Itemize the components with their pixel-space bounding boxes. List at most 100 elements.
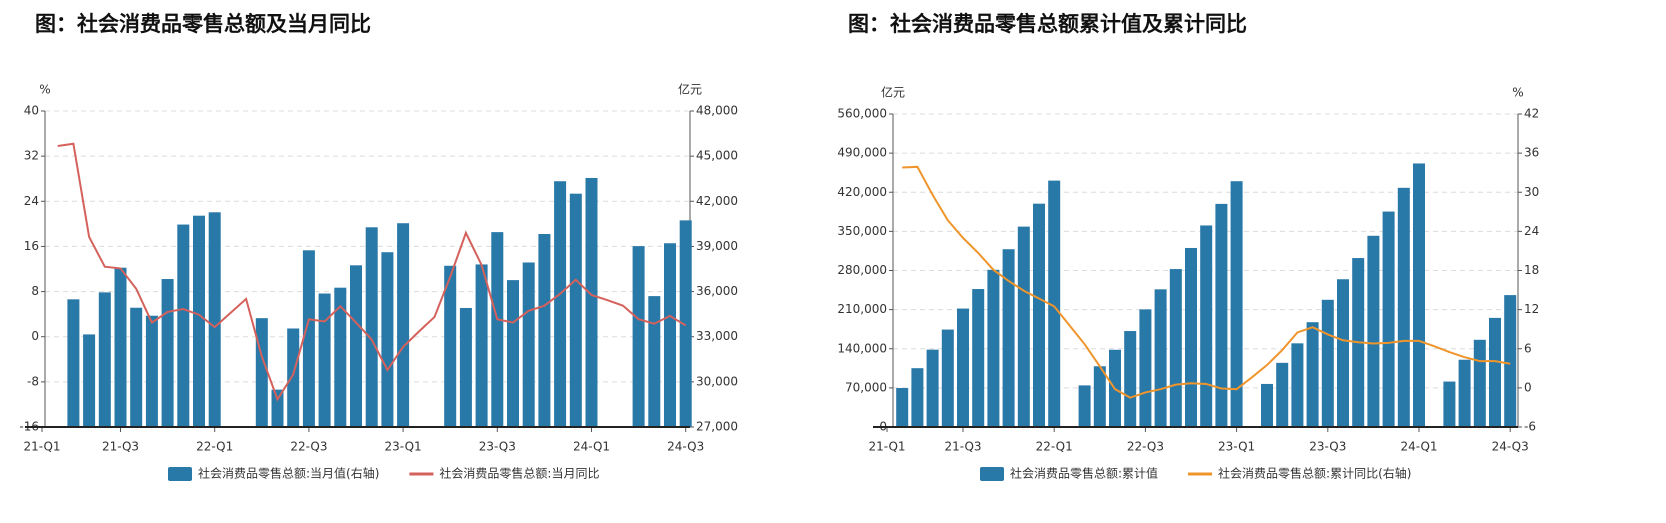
bar [318,293,331,427]
bar [1397,187,1410,427]
y-tick-label: 210,000 [837,302,887,316]
bar [896,388,909,427]
y-tick-label: 420,000 [837,185,887,199]
bar [1185,247,1197,427]
bar [475,264,488,427]
legend-swatch [980,467,1004,481]
bar [987,269,1000,427]
bar [381,252,394,427]
bar [664,243,676,427]
bar [1017,226,1030,427]
bar [350,265,362,427]
bar [114,267,127,427]
bar [648,296,661,427]
x-tick-label: 22-Q1 [1036,440,1073,454]
bar [507,280,519,427]
bar [444,265,457,427]
x-tick-label: 23-Q3 [1309,440,1346,454]
bar [208,212,221,427]
y2-tick-label: 27,000 [696,420,738,434]
bar [941,329,954,427]
y2-tick-label: 18 [1524,263,1539,277]
line [57,142,687,402]
bar [83,334,96,427]
y2-tick-label: 45,000 [696,149,738,163]
bar [1215,203,1228,427]
bar [1458,359,1471,427]
bar [145,315,158,427]
y2-tick-label: 12 [1524,302,1539,316]
bar [67,299,80,427]
y2-tick-label: 33,000 [696,329,738,343]
bar [1321,299,1334,427]
bar [1124,331,1137,427]
bar [926,349,939,427]
x-tick-label: 24-Q3 [1492,440,1529,454]
bar [1306,322,1319,427]
bar [1443,381,1456,427]
bar [177,224,190,427]
y-tick-label: 560,000 [837,107,887,121]
y-axis-unit: % [39,83,50,97]
bar [1382,211,1395,427]
y2-axis-unit: % [1512,86,1523,100]
bar [1200,225,1213,427]
x-tick-label: 24-Q1 [1400,440,1437,454]
bar [1002,249,1015,427]
y2-tick-label: 30 [1524,185,1539,199]
legend-label: 社会消费品零售总额:累计同比(右轴) [1218,466,1411,481]
x-tick-label: 21-Q1 [868,440,905,454]
y2-tick-label: 30,000 [696,374,738,388]
legend-label: 社会消费品零售总额:当月值(右轴) [198,466,379,481]
bar [1504,295,1517,427]
x-tick-label: 21-Q3 [944,440,981,454]
y-tick-label: 280,000 [837,263,887,277]
y-tick-label: 24 [24,194,39,208]
y-tick-label: 350,000 [837,224,887,238]
y-tick-label: 32 [24,149,39,163]
y2-tick-label: 6 [1524,341,1532,355]
bar [1473,339,1486,427]
bar [1048,180,1061,427]
bar [1154,289,1167,427]
bar [911,368,924,427]
y-tick-label: 40 [24,104,39,118]
bar [1413,163,1425,428]
x-tick-label: 23-Q1 [385,440,422,454]
bar [130,307,143,427]
bar [1139,309,1152,427]
y2-tick-label: 42 [1524,107,1539,121]
bar [679,220,692,427]
bar [287,328,300,427]
y2-tick-label: 48,000 [696,104,738,118]
y2-tick-label: 36 [1524,146,1539,160]
legend-label: 社会消费品零售总额:累计值 [1010,466,1158,481]
y-tick-label: -8 [27,374,39,388]
bar [98,292,111,427]
bar [538,233,551,427]
x-tick-label: 21-Q3 [102,440,139,454]
bar [1078,385,1091,427]
bar [1291,343,1304,427]
y-axis-unit: 亿元 [881,85,905,100]
legend-swatch [168,467,192,481]
bar [193,215,205,427]
bar [1261,383,1273,427]
bar [972,289,985,427]
y2-tick-label: 0 [1524,380,1532,394]
x-tick-label: 22-Q1 [196,440,233,454]
bar [1337,279,1349,427]
y2-tick-label: 39,000 [696,239,738,253]
bar [255,318,268,427]
y-tick-label: 8 [31,284,39,298]
bar [554,181,567,427]
legend-label: 社会消费品零售总额:当月同比 [439,466,599,481]
y-tick-label: 140,000 [837,341,887,355]
bar [1367,235,1380,427]
bar [397,223,410,427]
x-tick-label: 23-Q1 [1218,440,1255,454]
bar [522,262,535,427]
x-tick-label: 24-Q3 [667,440,704,454]
